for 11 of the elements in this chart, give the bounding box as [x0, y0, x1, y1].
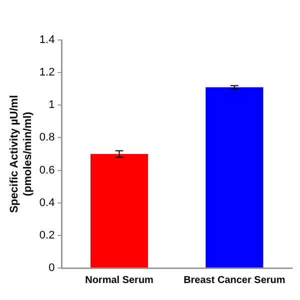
- x-tick-label: Normal Serum: [85, 274, 154, 286]
- y-tick-label: 0.2: [39, 229, 55, 242]
- y-tick-label: 0.6: [39, 164, 55, 176]
- y-tick-label: 0.8: [39, 132, 55, 144]
- x-tick-label: Breast Cancer Serum: [184, 274, 286, 286]
- y-tick-label: 1: [48, 99, 55, 112]
- y-tick-label: 1.4: [39, 34, 55, 46]
- y-tick-label: 0: [48, 262, 55, 274]
- y-tick-label: 0.4: [39, 196, 55, 209]
- y-axis-title: Specific Activity µU/ml (pmoles/min/ml): [8, 95, 34, 213]
- y-tick-label: 1.2: [39, 66, 55, 79]
